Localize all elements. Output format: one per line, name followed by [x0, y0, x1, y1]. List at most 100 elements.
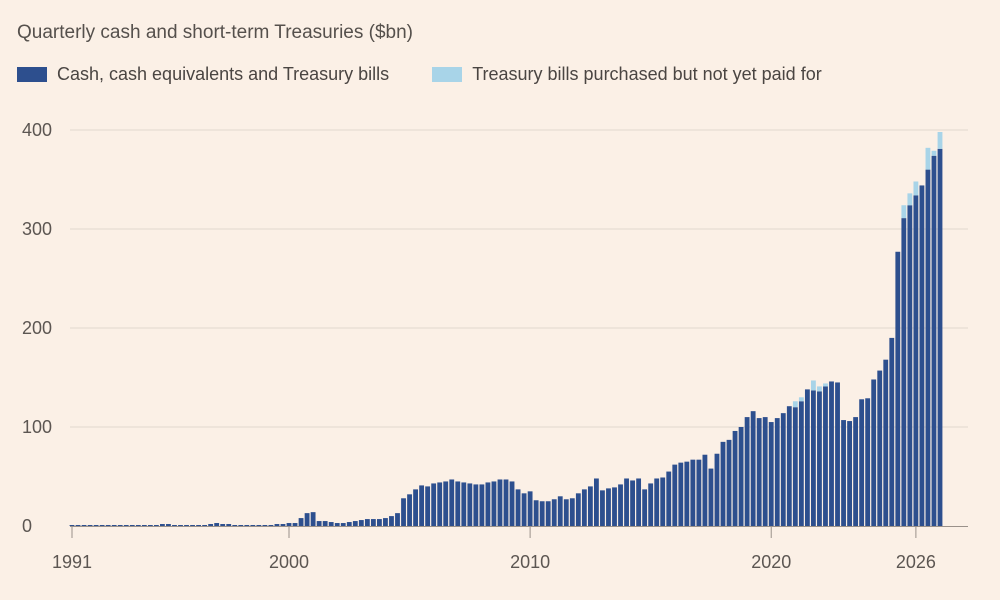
bar-cash: [594, 478, 599, 526]
bar-cash: [871, 379, 877, 526]
bar-cash: [606, 488, 611, 526]
bar-cash: [87, 525, 93, 526]
bar-cash: [780, 413, 786, 526]
bar-cash: [123, 525, 129, 526]
bar-cash: [811, 390, 816, 526]
bar-cash: [75, 525, 81, 526]
bar-cash: [636, 478, 642, 526]
bar-treasury-pending: [907, 193, 913, 206]
bar-cash: [587, 486, 593, 526]
bar-cash: [141, 525, 147, 526]
bar-cash: [666, 471, 672, 526]
bar-cash: [328, 522, 334, 526]
bar-cash: [660, 477, 666, 526]
bar-cash: [485, 482, 491, 526]
bar-cash: [370, 519, 376, 526]
bar-cash: [310, 512, 316, 526]
bar-cash: [612, 487, 617, 526]
legend-item-cash: Cash, cash equivalents and Treasury bill…: [17, 64, 389, 85]
bar-cash: [642, 489, 648, 526]
bar-cash: [521, 493, 527, 526]
bar-cash: [732, 430, 738, 526]
bar-cash: [202, 525, 208, 526]
bar-treasury-pending: [823, 383, 828, 387]
bar-cash: [352, 521, 358, 526]
bar-cash: [913, 195, 919, 526]
bar-cash: [545, 501, 551, 526]
bar-cash: [823, 386, 828, 526]
bar-cash: [702, 454, 708, 526]
bar-cash: [244, 525, 250, 526]
bar-cash: [467, 483, 473, 526]
bar-treasury-pending: [931, 150, 937, 156]
bar-cash: [286, 523, 292, 526]
bar-cash: [804, 389, 810, 526]
bar-treasury-pending: [925, 147, 931, 170]
bar-cash: [129, 525, 135, 526]
bar-cash: [678, 462, 684, 526]
y-tick-label: 0: [22, 516, 32, 536]
bar-cash: [557, 496, 563, 526]
bar-cash: [419, 485, 425, 526]
bar-treasury-pending: [901, 205, 907, 219]
bar-cash: [624, 478, 629, 526]
bar-cash: [744, 417, 750, 526]
bar-cash: [147, 525, 153, 526]
bar-cash: [262, 525, 268, 526]
bar-cash: [443, 481, 449, 526]
bar-cash: [93, 525, 99, 526]
bar-cash: [756, 418, 762, 526]
bar-cash: [648, 483, 654, 526]
bar-cash: [883, 359, 889, 526]
bar-cash: [250, 525, 256, 526]
bar-cash: [292, 523, 298, 526]
bar-cash: [684, 461, 690, 526]
bar-cash: [539, 501, 545, 526]
legend-item-treasury-pending: Treasury bills purchased but not yet pai…: [432, 64, 822, 85]
x-tick-label: 2020: [751, 552, 791, 572]
bar-cash: [425, 486, 431, 526]
bar-cash: [274, 524, 280, 526]
bar-cash: [105, 525, 111, 526]
bar-cash: [190, 525, 195, 526]
bar-cash: [473, 484, 479, 526]
bar-cash: [696, 459, 702, 526]
bar-cash: [238, 525, 244, 526]
bar-cash: [847, 421, 852, 526]
bar-cash: [877, 370, 883, 526]
bar-cash: [358, 520, 364, 526]
bar-cash: [479, 484, 485, 526]
bar-cash: [153, 525, 159, 526]
bar-cash: [111, 525, 117, 526]
bar-cash: [135, 525, 141, 526]
bar-cash: [937, 148, 943, 526]
bar-cash: [232, 525, 238, 526]
y-tick-label: 400: [22, 120, 52, 140]
bar-cash: [364, 519, 370, 526]
bar-cash: [407, 494, 412, 526]
bar-cash: [774, 418, 780, 526]
x-tick-label: 2010: [510, 552, 550, 572]
bar-cash: [720, 441, 726, 526]
bar-cash: [901, 218, 907, 527]
y-tick-label: 200: [22, 318, 52, 338]
bar-cash: [340, 523, 346, 526]
bar-cash: [835, 382, 840, 526]
bar-cash: [503, 479, 509, 526]
legend-label-cash: Cash, cash equivalents and Treasury bill…: [57, 64, 390, 84]
bar-cash: [395, 513, 400, 526]
bar-cash: [322, 521, 328, 526]
bar-cash: [383, 518, 388, 526]
bar-cash: [690, 459, 696, 526]
bar-cash: [895, 251, 901, 526]
bar-cash: [533, 500, 539, 526]
bar-cash: [907, 205, 913, 527]
bar-cash: [738, 427, 744, 526]
bar-cash: [81, 525, 87, 526]
bar-cash: [461, 482, 467, 526]
bar-cash: [563, 499, 569, 526]
bar-cash: [551, 499, 557, 526]
bar-cash: [184, 525, 189, 526]
bar-cash: [455, 481, 461, 526]
legend: Cash, cash equivalents and Treasury bill…: [17, 64, 865, 85]
